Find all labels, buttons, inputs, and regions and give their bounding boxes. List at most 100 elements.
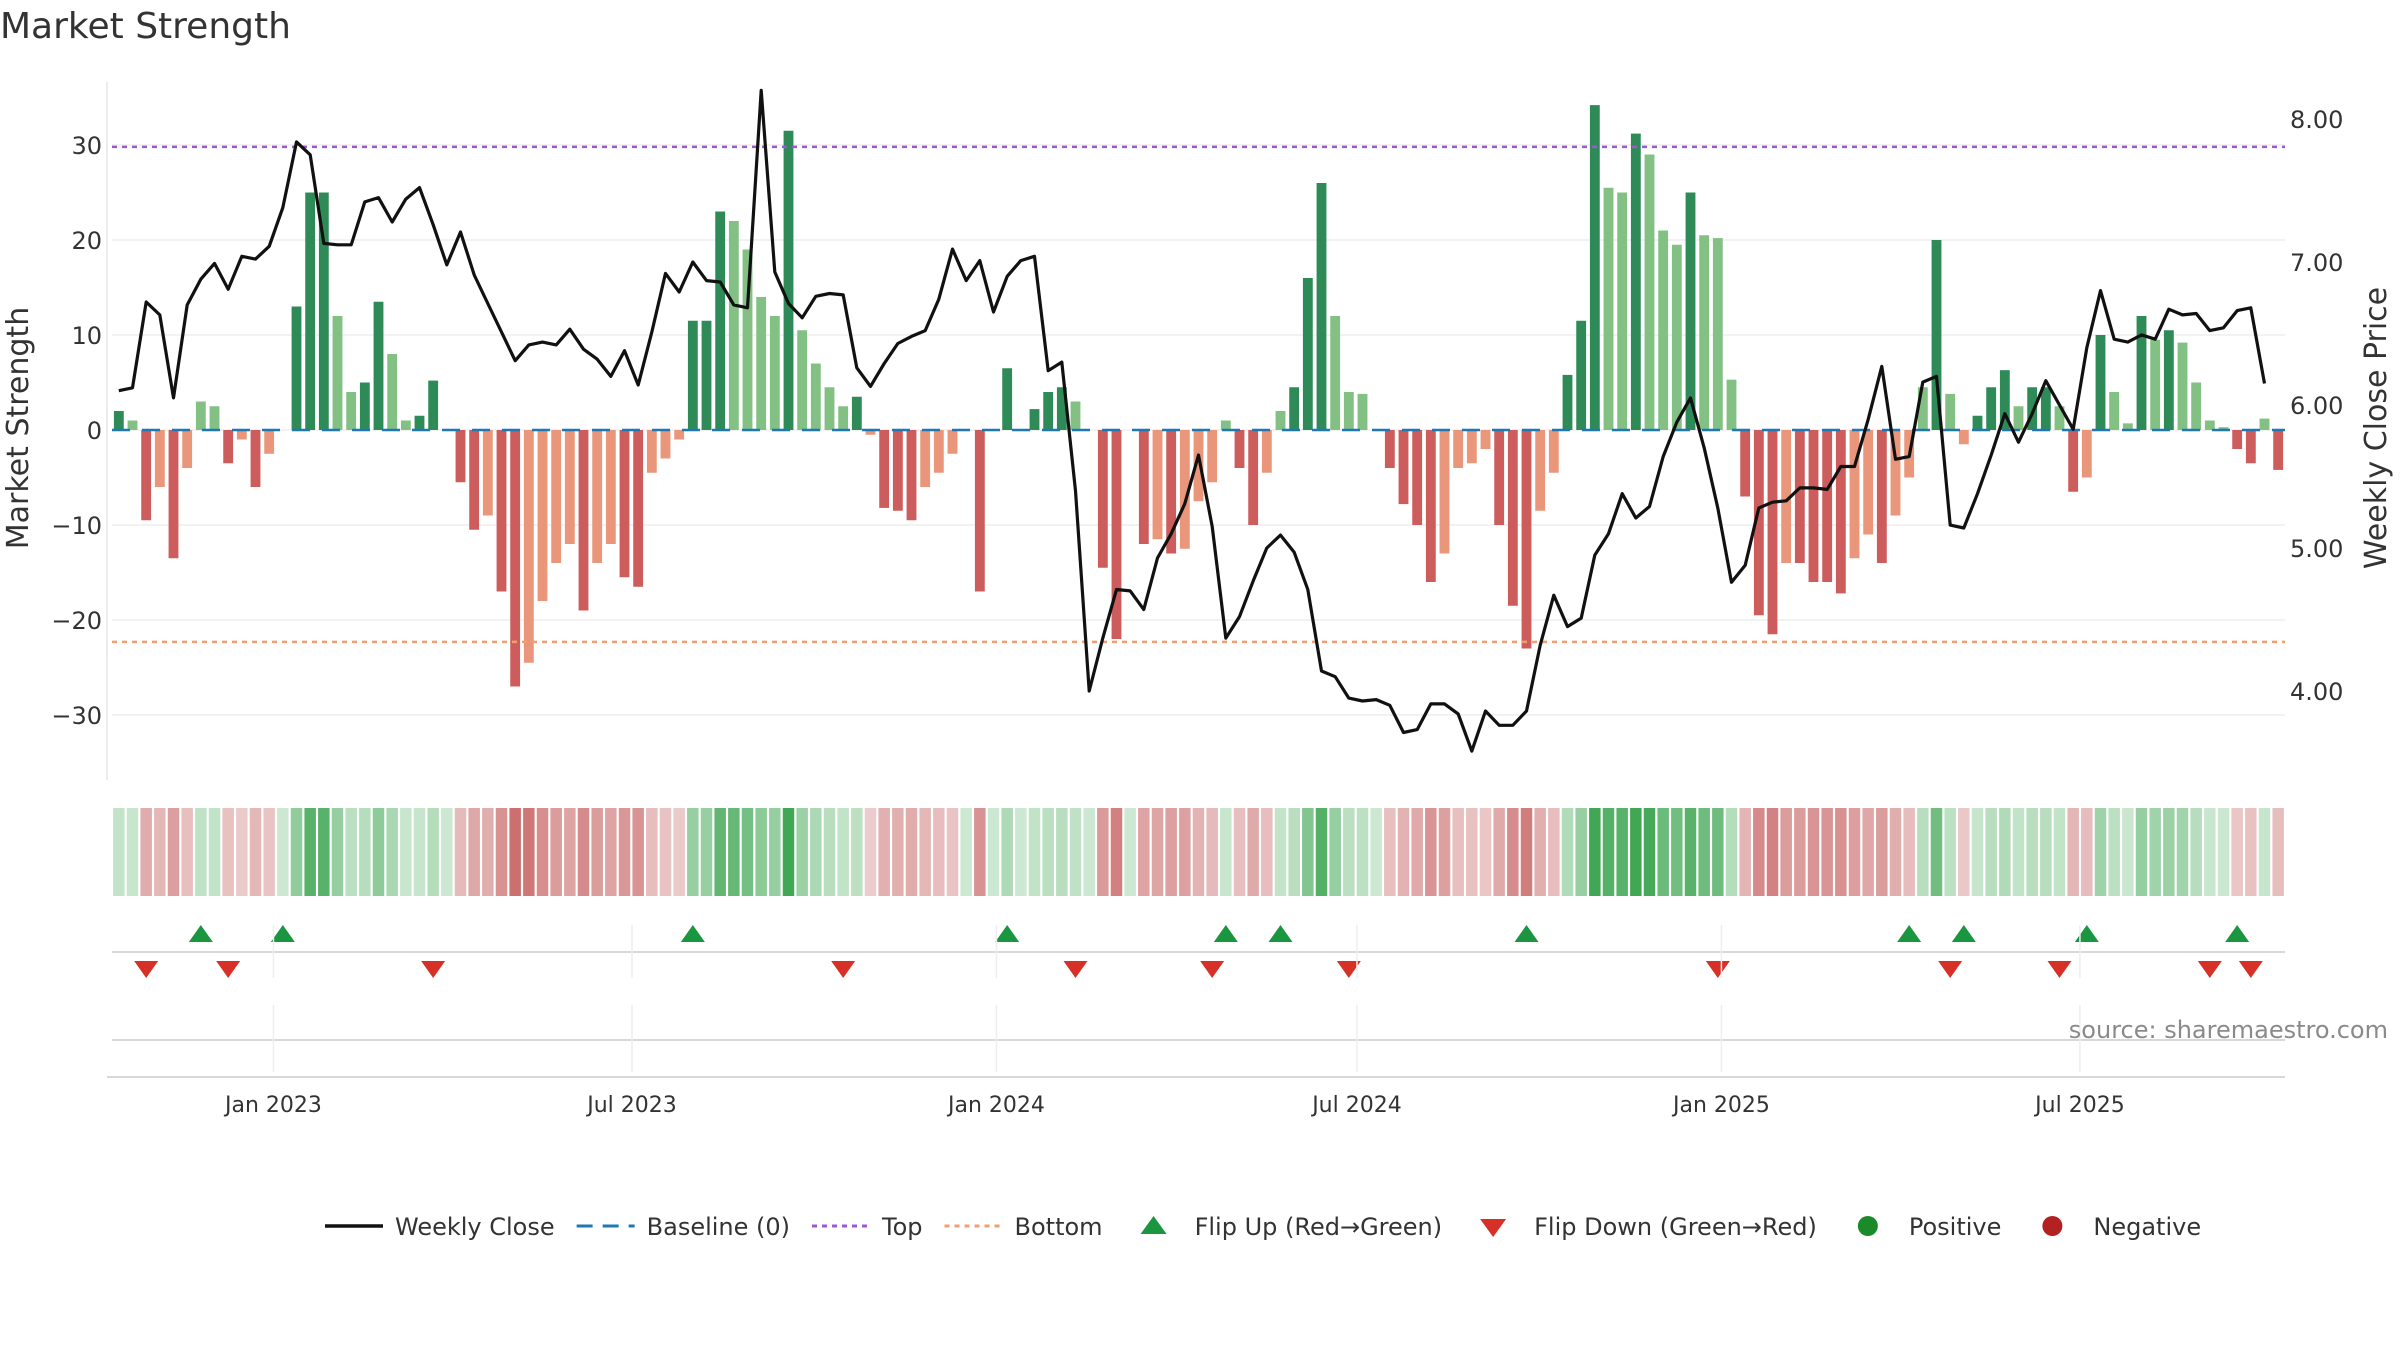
strength-bar bbox=[2122, 423, 2133, 430]
strip-cell bbox=[1643, 808, 1656, 896]
flip-down-marker bbox=[134, 961, 159, 978]
strength-bar bbox=[810, 363, 821, 430]
strength-bar bbox=[1753, 430, 1764, 616]
strength-bar bbox=[1876, 430, 1887, 563]
date-tick-label: Jul 2024 bbox=[1310, 1093, 1402, 1118]
strip-cell bbox=[1233, 808, 1246, 896]
strip-cell bbox=[919, 808, 931, 896]
strength-bar bbox=[428, 380, 439, 430]
strength-bar bbox=[1617, 192, 1628, 430]
strip-cell bbox=[687, 808, 699, 896]
legend-item: Weekly Close bbox=[325, 1213, 555, 1241]
date-tick-label: Jul 2023 bbox=[585, 1093, 677, 1118]
strength-bar bbox=[633, 430, 644, 587]
legend-label: Flip Down (Green→Red) bbox=[1534, 1213, 1817, 1241]
strip-cell bbox=[2163, 808, 2175, 896]
strength-bar bbox=[851, 396, 862, 430]
strength-bar bbox=[2259, 418, 2270, 430]
strip-cell bbox=[1944, 808, 1956, 896]
legend-swatch-triangle-up bbox=[1140, 1216, 1167, 1234]
strength-bar bbox=[455, 430, 466, 483]
left-tick-label: −10 bbox=[51, 512, 102, 540]
flip-down-marker bbox=[1200, 961, 1225, 978]
strength-bar bbox=[1658, 230, 1669, 430]
strength-bar bbox=[318, 192, 329, 430]
flip-down-marker bbox=[1336, 961, 1361, 978]
strength-bar bbox=[687, 320, 698, 430]
legend-item: Flip Down (Green→Red) bbox=[1480, 1213, 1817, 1241]
strength-bar bbox=[182, 430, 193, 468]
strength-bar bbox=[1316, 183, 1327, 430]
strip-cell bbox=[878, 808, 890, 896]
strength-bar bbox=[1726, 379, 1737, 430]
left-axis-title: Market Strength bbox=[1, 307, 36, 549]
strip-cell bbox=[208, 808, 221, 896]
date-tick-label: Jul 2025 bbox=[2033, 1093, 2125, 1118]
strip-cell bbox=[1397, 808, 1410, 896]
strength-bar bbox=[838, 406, 849, 430]
legend-label: Top bbox=[881, 1213, 923, 1241]
strip-cell bbox=[1835, 808, 1847, 896]
strength-bar bbox=[1179, 430, 1190, 549]
strip-cell bbox=[1288, 808, 1300, 896]
strength-bar bbox=[1002, 368, 1013, 430]
strength-bar bbox=[605, 430, 616, 544]
strip-cell bbox=[1903, 808, 1915, 896]
strength-bar bbox=[1056, 387, 1067, 430]
strength-bar bbox=[1822, 430, 1833, 582]
strength-bar bbox=[1507, 430, 1518, 606]
strip-cell bbox=[195, 808, 207, 896]
legend: Weekly Close Baseline (0) Top Bottom Flip Up… bbox=[325, 1213, 2201, 1241]
strip-cell bbox=[987, 808, 1000, 896]
strength-bar bbox=[1275, 411, 1286, 430]
strip-cell bbox=[1971, 808, 1984, 896]
strip-cell bbox=[318, 808, 330, 896]
legend-item: Flip Up (Red→Green) bbox=[1140, 1213, 1442, 1241]
strip-cell bbox=[1001, 808, 1013, 896]
strip-cell bbox=[796, 808, 808, 896]
strip-cell bbox=[1343, 808, 1355, 896]
strength-bar bbox=[1234, 430, 1245, 468]
left-tick-label: −20 bbox=[51, 607, 102, 635]
strength-bar bbox=[1453, 430, 1464, 468]
strength-bar bbox=[1849, 430, 1860, 559]
strip-cell bbox=[1097, 808, 1109, 896]
strip-cell bbox=[960, 808, 972, 896]
strip-cell bbox=[304, 808, 316, 896]
flip-up-marker bbox=[1514, 925, 1539, 942]
strength-bar bbox=[168, 430, 179, 559]
strip-cell bbox=[728, 808, 740, 896]
strength-bar bbox=[1070, 401, 1081, 430]
strength-bar bbox=[2150, 339, 2161, 430]
strip-cell bbox=[1438, 808, 1451, 896]
flip-up-marker bbox=[1213, 925, 1238, 942]
strip-cell bbox=[181, 808, 193, 896]
strip-cell bbox=[1712, 808, 1724, 896]
strength-bar bbox=[1439, 430, 1450, 554]
strip-cell bbox=[1261, 808, 1273, 896]
strip-cell bbox=[372, 808, 385, 896]
strip-cell bbox=[1220, 808, 1232, 896]
left-tick-label: 10 bbox=[71, 322, 102, 350]
strip-cell bbox=[1862, 808, 1874, 896]
strength-bar bbox=[1494, 430, 1505, 525]
strip-cell bbox=[1848, 808, 1861, 896]
strength-bar bbox=[1302, 278, 1313, 430]
strength-bar bbox=[742, 249, 753, 430]
strength-bar bbox=[2191, 382, 2202, 430]
strength-strip bbox=[113, 808, 2284, 896]
strength-bar bbox=[1863, 430, 1874, 535]
right-tick-label: 7.00 bbox=[2290, 249, 2343, 277]
strip-cell bbox=[1876, 808, 1888, 896]
strength-bar bbox=[865, 430, 876, 435]
strip-cell bbox=[1042, 808, 1054, 896]
strip-cell bbox=[2122, 808, 2134, 896]
strip-cell bbox=[1930, 808, 1943, 896]
strip-cell bbox=[1698, 808, 1710, 896]
strength-bar bbox=[1767, 430, 1778, 635]
strength-bar bbox=[346, 392, 357, 430]
strip-cell bbox=[2040, 808, 2052, 896]
left-tick-label: 20 bbox=[71, 227, 102, 255]
strength-bar bbox=[2136, 316, 2147, 430]
strength-bar bbox=[646, 430, 657, 473]
